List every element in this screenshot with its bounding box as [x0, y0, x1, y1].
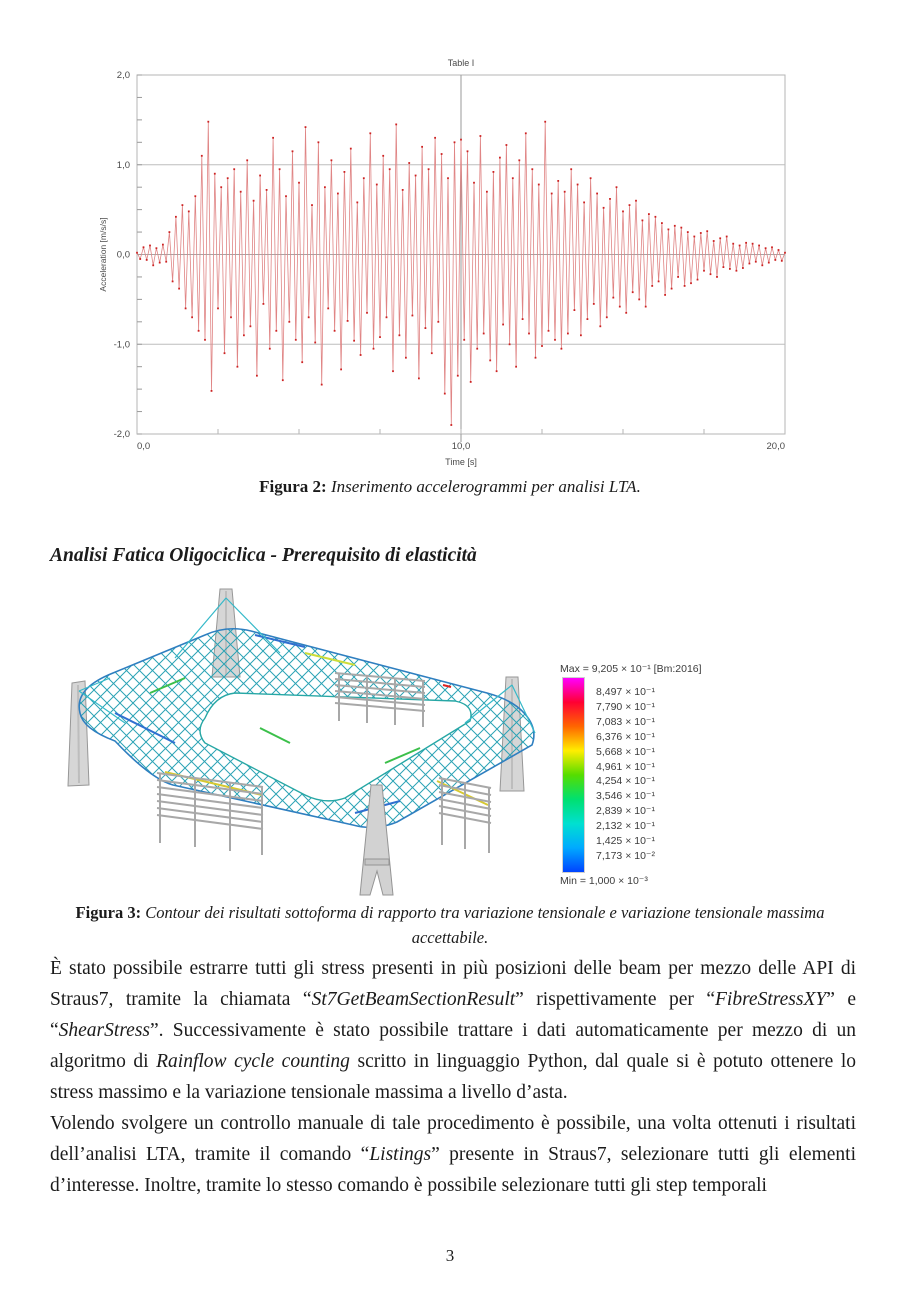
grandstand-top-right — [334, 672, 426, 727]
legend-entry: 7,173 × 10⁻² — [596, 850, 655, 863]
grandstand-bottom-left — [156, 772, 264, 855]
legend-entry: 2,839 × 10⁻¹ — [596, 805, 655, 818]
svg-text:Table I: Table I — [448, 58, 475, 68]
figure3-caption: Figura 3: Contour dei risultati sottofor… — [45, 900, 855, 950]
paragraph: Volendo svolgere un controllo manuale di… — [50, 1113, 856, 1196]
legend-entry: 4,961 × 10⁻¹ — [596, 760, 655, 773]
roof-inner-chord — [199, 692, 472, 802]
legend-entry: 8,497 × 10⁻¹ — [596, 685, 655, 698]
pylon-bottom — [359, 784, 394, 896]
svg-text:-1,0: -1,0 — [114, 339, 130, 350]
legend-entry: 4,254 × 10⁻¹ — [596, 775, 655, 788]
legend-entry: 2,132 × 10⁻¹ — [596, 820, 655, 833]
stadium-roof-3d-model — [67, 588, 536, 896]
legend-entry: 3,546 × 10⁻¹ — [596, 790, 655, 803]
figure2-caption-text: Inserimento accelerogrammi per analisi L… — [326, 477, 641, 496]
svg-text:2,0: 2,0 — [117, 70, 130, 81]
legend-entry: 5,668 × 10⁻¹ — [596, 745, 655, 758]
figure3-caption-text: Contour dei risultati sottoforma di rapp… — [141, 903, 825, 947]
svg-text:0,0: 0,0 — [117, 250, 130, 261]
figure3: Max = 9,205 × 10⁻¹ [Bm:2016] 8,497 × 10⁻… — [55, 573, 715, 903]
svg-text:1,0: 1,0 — [117, 160, 130, 171]
svg-text:10,0: 10,0 — [452, 441, 471, 452]
legend-entry: 7,790 × 10⁻¹ — [596, 700, 655, 713]
legend-entry: 6,376 × 10⁻¹ — [596, 730, 655, 743]
grandstand-bottom-right — [438, 777, 492, 853]
contour-legend: Max = 9,205 × 10⁻¹ [Bm:2016] 8,497 × 10⁻… — [560, 573, 710, 903]
legend-entry: 1,425 × 10⁻¹ — [596, 835, 655, 848]
svg-text:Time [s]: Time [s] — [445, 457, 477, 467]
svg-text:Acceleration [m/s/s]: Acceleration [m/s/s] — [98, 217, 108, 291]
legend-entry: 7,083 × 10⁻¹ — [596, 715, 655, 728]
pylon-stays — [78, 597, 536, 734]
accelerogram-chart: 2,0 1,0 0,0 -1,0 -2,0 0,0 10,0 20,0 Table I Time … — [92, 52, 808, 472]
body-text: È stato possibile estrarre tutti gli str… — [50, 953, 856, 1201]
section-heading: Analisi Fatica Oligociclica - Prerequisi… — [50, 545, 477, 566]
legend-max-label: Max = 9,205 × 10⁻¹ [Bm:2016] — [560, 663, 702, 675]
figure2-caption-label: Figura 2: — [259, 477, 327, 496]
svg-text:0,0: 0,0 — [137, 441, 150, 452]
figure3-caption-label: Figura 3: — [75, 903, 142, 922]
contour-colorbar — [562, 677, 585, 873]
paragraph: È stato possibile estrarre tutti gli str… — [50, 958, 856, 1103]
page-number: 3 — [445, 1246, 455, 1265]
figure2-caption: Figura 2: Inserimento accelerogrammi per… — [45, 474, 855, 499]
svg-text:20,0: 20,0 — [767, 441, 786, 452]
legend-min-label: Min = 1,000 × 10⁻³ — [560, 875, 648, 887]
accelerogram-chart-svg: 2,0 1,0 0,0 -1,0 -2,0 0,0 10,0 20,0 Table I Time … — [98, 58, 786, 467]
svg-text:-2,0: -2,0 — [114, 429, 130, 440]
